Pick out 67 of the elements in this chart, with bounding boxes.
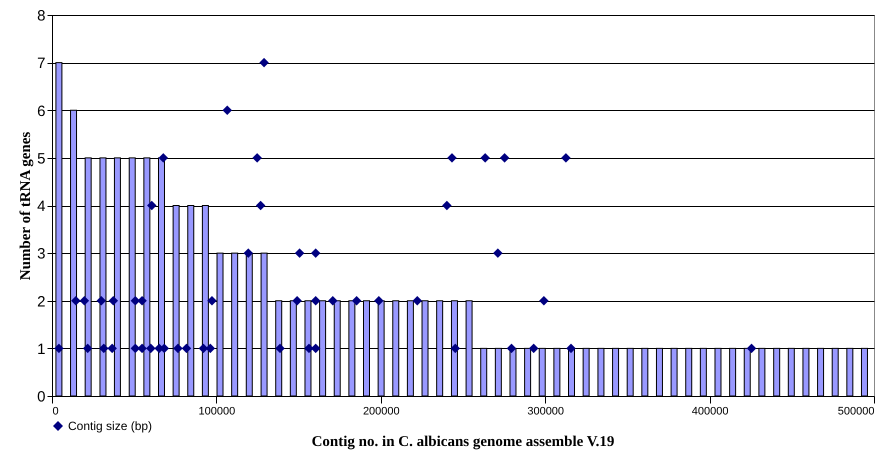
y-tick-label: 8 — [37, 8, 46, 24]
y-tick-label: 5 — [37, 150, 46, 168]
point — [99, 344, 109, 354]
point — [147, 200, 157, 210]
point — [442, 200, 452, 210]
point — [259, 58, 269, 68]
point — [206, 344, 216, 354]
point — [310, 344, 320, 354]
y-axis-title: Number of tRNA genes — [18, 132, 34, 280]
point — [304, 344, 314, 354]
y-tick-label: 3 — [37, 246, 46, 263]
point — [130, 296, 140, 306]
point — [137, 344, 147, 354]
point — [447, 153, 457, 163]
point — [493, 248, 503, 258]
x-tick-label: 500000 — [838, 406, 874, 418]
point — [561, 153, 571, 163]
point — [506, 344, 516, 354]
point — [256, 200, 266, 210]
point — [292, 296, 302, 306]
point — [450, 344, 460, 354]
point — [746, 344, 756, 354]
y-tick-label: 2 — [37, 293, 46, 310]
point — [173, 344, 183, 354]
point — [130, 344, 140, 354]
point — [207, 296, 217, 306]
point — [146, 344, 156, 354]
point — [80, 296, 90, 306]
point — [310, 296, 320, 306]
x-axis-title: Contig no. in C. albicans genome assemble V.19 — [312, 434, 614, 450]
point — [158, 153, 168, 163]
x-tick-label: 400000 — [692, 406, 728, 418]
point — [71, 296, 81, 306]
x-tick-label: 0 — [52, 406, 59, 418]
point — [222, 106, 232, 115]
point — [480, 153, 490, 163]
bar — [568, 348, 576, 396]
x-tick-label: 100000 — [198, 406, 236, 418]
legend-label: Contig size (bp) — [68, 419, 152, 433]
y-tick-label: 7 — [37, 55, 46, 72]
point — [182, 344, 192, 354]
point — [412, 296, 422, 306]
point — [294, 248, 304, 258]
point — [198, 344, 208, 354]
point — [528, 344, 538, 354]
point — [54, 344, 64, 354]
point — [137, 296, 147, 306]
point — [96, 296, 106, 306]
point — [539, 296, 549, 306]
y-tick-label: 0 — [37, 388, 46, 406]
point — [500, 153, 510, 163]
y-tick-label: 1 — [37, 340, 46, 358]
x-tick-label: 300000 — [527, 406, 564, 418]
point — [252, 153, 262, 163]
point — [275, 344, 285, 354]
point — [566, 344, 576, 354]
point — [374, 296, 384, 306]
y-tick-label: 4 — [37, 198, 46, 215]
point — [108, 296, 118, 306]
y-tick-label: 6 — [37, 102, 46, 120]
point — [310, 248, 320, 258]
point — [244, 248, 254, 258]
point — [328, 296, 338, 306]
point — [352, 296, 362, 306]
x-tick-label: 200000 — [362, 406, 400, 418]
point — [82, 344, 92, 354]
point — [107, 344, 117, 354]
